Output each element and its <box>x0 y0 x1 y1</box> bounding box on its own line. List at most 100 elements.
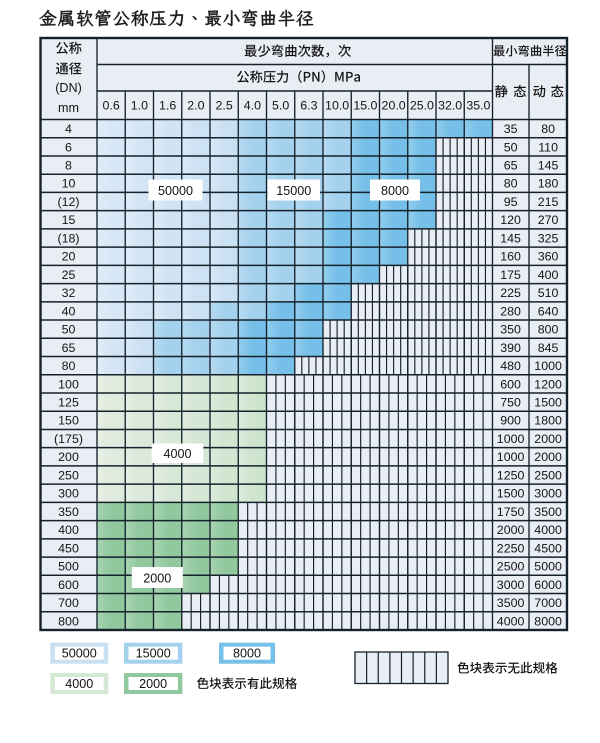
svg-text:150: 150 <box>58 414 79 428</box>
svg-text:510: 510 <box>538 286 559 300</box>
svg-text:50000: 50000 <box>158 184 193 198</box>
svg-text:15: 15 <box>62 213 76 227</box>
svg-text:360: 360 <box>538 250 559 264</box>
svg-text:50: 50 <box>504 140 518 154</box>
svg-text:2500: 2500 <box>497 560 525 574</box>
svg-text:1500: 1500 <box>534 396 562 410</box>
svg-text:175: 175 <box>500 268 521 282</box>
svg-text:15.0: 15.0 <box>353 99 377 113</box>
svg-text:35: 35 <box>504 122 518 136</box>
svg-text:35.0: 35.0 <box>466 99 490 113</box>
svg-text:6000: 6000 <box>534 578 562 592</box>
svg-text:95: 95 <box>504 195 518 209</box>
svg-text:20: 20 <box>62 250 76 264</box>
svg-text:600: 600 <box>500 377 521 391</box>
svg-text:350: 350 <box>500 323 521 337</box>
svg-text:2000: 2000 <box>143 571 171 585</box>
svg-text:1800: 1800 <box>534 414 562 428</box>
svg-text:10: 10 <box>62 177 76 191</box>
svg-text:640: 640 <box>538 304 559 318</box>
svg-text:3000: 3000 <box>534 487 562 501</box>
svg-text:845: 845 <box>538 341 559 355</box>
svg-text:120: 120 <box>500 213 521 227</box>
svg-text:20.0: 20.0 <box>382 99 406 113</box>
svg-text:110: 110 <box>538 140 558 154</box>
svg-text:65: 65 <box>504 158 518 172</box>
svg-text:125: 125 <box>58 396 79 410</box>
svg-text:1000: 1000 <box>534 359 562 373</box>
svg-text:1750: 1750 <box>497 505 525 519</box>
svg-text:32.0: 32.0 <box>438 99 462 113</box>
svg-text:2250: 2250 <box>497 541 525 555</box>
svg-text:3500: 3500 <box>497 596 525 610</box>
svg-text:2.5: 2.5 <box>216 99 233 113</box>
svg-text:mm: mm <box>58 101 79 115</box>
svg-text:65: 65 <box>62 341 76 355</box>
svg-text:600: 600 <box>58 578 79 592</box>
svg-text:1500: 1500 <box>497 487 525 501</box>
svg-text:1250: 1250 <box>497 468 525 482</box>
svg-text:400: 400 <box>538 268 559 282</box>
svg-text:400: 400 <box>58 523 79 537</box>
svg-text:145: 145 <box>500 231 521 245</box>
svg-text:8000: 8000 <box>381 184 409 198</box>
svg-text:80: 80 <box>504 177 518 191</box>
svg-text:2.0: 2.0 <box>187 99 204 113</box>
svg-text:10.0: 10.0 <box>325 99 349 113</box>
svg-text:80: 80 <box>62 359 76 373</box>
svg-text:32: 32 <box>62 286 76 300</box>
svg-text:4: 4 <box>65 122 72 136</box>
svg-text:325: 325 <box>538 231 559 245</box>
svg-text:8000: 8000 <box>233 647 261 661</box>
svg-text:450: 450 <box>58 541 79 555</box>
svg-text:700: 700 <box>58 596 79 610</box>
svg-text:(175): (175) <box>54 432 83 446</box>
svg-text:215: 215 <box>538 195 559 209</box>
svg-text:3000: 3000 <box>497 578 525 592</box>
svg-text:6.3: 6.3 <box>300 99 317 113</box>
svg-text:50000: 50000 <box>62 647 97 661</box>
svg-text:2000: 2000 <box>497 523 525 537</box>
svg-text:(12): (12) <box>57 195 79 209</box>
svg-text:80: 80 <box>541 122 555 136</box>
svg-text:8: 8 <box>65 158 72 172</box>
svg-text:50: 50 <box>62 323 76 337</box>
svg-text:500: 500 <box>58 560 79 574</box>
svg-text:3500: 3500 <box>534 505 562 519</box>
svg-text:5.0: 5.0 <box>272 99 289 113</box>
svg-text:2500: 2500 <box>534 468 562 482</box>
svg-text:280: 280 <box>500 304 521 318</box>
svg-text:1200: 1200 <box>534 377 562 391</box>
svg-text:5000: 5000 <box>534 560 562 574</box>
svg-text:160: 160 <box>500 250 521 264</box>
svg-text:40: 40 <box>62 304 76 318</box>
svg-text:270: 270 <box>538 213 559 227</box>
svg-text:350: 350 <box>58 505 79 519</box>
svg-text:800: 800 <box>58 614 79 628</box>
svg-text:(18): (18) <box>57 231 79 245</box>
svg-text:200: 200 <box>58 450 79 464</box>
svg-text:15000: 15000 <box>136 647 171 661</box>
svg-text:15000: 15000 <box>276 184 311 198</box>
svg-text:145: 145 <box>538 158 559 172</box>
svg-text:180: 180 <box>538 177 559 191</box>
svg-text:25.0: 25.0 <box>410 99 434 113</box>
svg-text:1.0: 1.0 <box>131 99 148 113</box>
svg-text:4500: 4500 <box>534 541 562 555</box>
svg-text:1.6: 1.6 <box>159 99 176 113</box>
svg-text:100: 100 <box>58 377 79 391</box>
svg-text:25: 25 <box>62 268 76 282</box>
svg-text:900: 900 <box>500 414 521 428</box>
svg-text:2000: 2000 <box>139 677 167 691</box>
svg-text:4000: 4000 <box>65 677 93 691</box>
svg-text:6: 6 <box>65 140 72 154</box>
svg-text:480: 480 <box>500 359 521 373</box>
svg-text:4000: 4000 <box>163 447 191 461</box>
svg-text:225: 225 <box>500 286 521 300</box>
svg-text:800: 800 <box>538 323 559 337</box>
svg-text:4.0: 4.0 <box>244 99 261 113</box>
svg-text:390: 390 <box>500 341 521 355</box>
svg-text:7000: 7000 <box>534 596 562 610</box>
svg-text:4000: 4000 <box>534 523 562 537</box>
svg-text:0.6: 0.6 <box>103 99 120 113</box>
